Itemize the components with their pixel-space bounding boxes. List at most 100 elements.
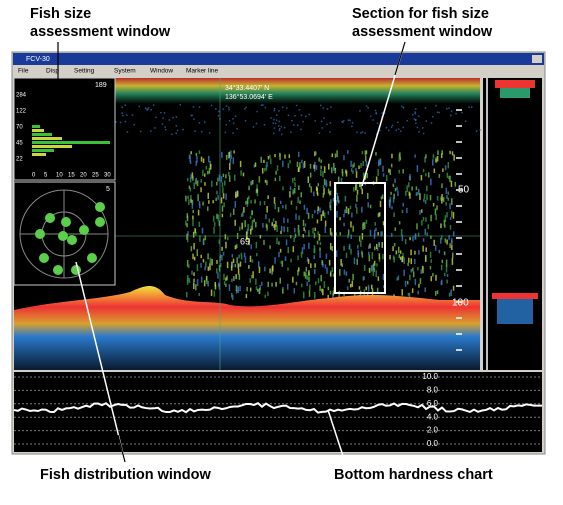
fish-echo	[245, 231, 248, 238]
fish-echo	[219, 254, 222, 258]
fish-echo	[192, 175, 194, 181]
fish-echo	[427, 224, 430, 230]
fish-echo	[222, 193, 225, 199]
fish-echo	[202, 169, 204, 177]
fish-echo	[239, 285, 241, 292]
section-window[interactable]	[334, 182, 386, 294]
fish-echo	[324, 220, 327, 227]
menu-item[interactable]: File	[18, 68, 29, 75]
x-label: 20	[80, 173, 87, 179]
fish-echo	[265, 223, 268, 228]
a-scope-echo	[497, 299, 533, 324]
fish-echo	[327, 211, 330, 215]
noise	[351, 121, 354, 124]
noise	[295, 104, 298, 107]
fish-echo	[436, 195, 439, 201]
fish-echo	[393, 256, 395, 263]
noise	[347, 119, 350, 121]
fish-echo	[226, 275, 228, 281]
noise	[318, 132, 321, 134]
menu-item[interactable]: Disp	[46, 68, 59, 75]
fish-echo	[423, 193, 426, 200]
fish-echo	[234, 264, 237, 268]
fish-echo	[213, 221, 216, 227]
hardness-chart	[14, 372, 542, 452]
fish-echo	[443, 251, 446, 256]
menu-item[interactable]: Setting	[74, 68, 95, 75]
fish-echo	[200, 254, 202, 259]
fish-echo	[376, 287, 379, 294]
fish-echo	[406, 185, 408, 193]
fish-echo	[451, 210, 453, 217]
fish-echo	[350, 160, 352, 167]
fish-echo	[312, 227, 314, 234]
fish-echo	[232, 157, 235, 165]
a-scope-echo	[492, 293, 538, 299]
noise	[351, 125, 353, 128]
fish-size-window[interactable]	[13, 77, 116, 181]
fish-echo	[308, 230, 310, 237]
fish-echo	[294, 227, 296, 233]
fish-echo	[313, 164, 315, 169]
fish-echo	[438, 249, 441, 254]
noise	[365, 105, 368, 107]
fish-echo	[347, 234, 349, 239]
noise	[193, 118, 195, 120]
fish-echo	[445, 202, 447, 206]
fish-echo	[358, 165, 360, 170]
fish-echo	[264, 294, 267, 298]
fish-echo	[352, 273, 354, 281]
noise	[150, 130, 152, 132]
noise	[343, 119, 345, 122]
depth-label: 50	[458, 185, 470, 196]
noise	[121, 112, 124, 114]
noise	[225, 105, 228, 107]
fish-echo	[296, 161, 299, 168]
noise	[222, 108, 224, 110]
fish-echo	[360, 182, 362, 190]
noise	[232, 122, 235, 125]
fish-echo	[442, 197, 445, 202]
seabed-echo	[14, 286, 480, 370]
fish-echo	[331, 267, 334, 273]
menu-item[interactable]: Window	[150, 68, 173, 75]
menu-item[interactable]: Marker line	[186, 68, 219, 75]
hardness-label: 6.0	[427, 399, 439, 408]
noise	[234, 115, 237, 118]
fish-echo	[297, 255, 299, 261]
close-button[interactable]	[532, 55, 542, 63]
fish-echo	[331, 167, 333, 174]
noise	[285, 107, 288, 109]
fish-echo	[307, 212, 310, 219]
fish-echo	[332, 197, 335, 202]
noise	[264, 106, 267, 109]
fish-echo	[353, 257, 356, 265]
fish-echo	[191, 201, 194, 209]
noise	[122, 114, 124, 117]
fish-echo	[302, 162, 305, 169]
fish-echo	[383, 285, 385, 289]
fish-echo	[260, 156, 262, 163]
menu-item[interactable]: System	[114, 68, 136, 75]
fish-echo	[430, 259, 432, 263]
fish-echo	[221, 213, 224, 218]
fish-echo	[441, 197, 443, 204]
noise	[329, 122, 332, 124]
noise	[225, 124, 227, 126]
fish-echo	[219, 263, 222, 267]
fish-echo	[420, 175, 423, 181]
fish-echo	[319, 285, 321, 292]
hardness-line	[13, 402, 543, 414]
fish-echo	[341, 168, 344, 174]
fish-echo	[217, 214, 220, 222]
fish-echo	[277, 207, 280, 213]
fish-echo	[346, 286, 349, 290]
fish-echo	[377, 159, 380, 167]
fish-echo	[280, 230, 282, 235]
fish-echo	[238, 274, 241, 280]
noise	[361, 131, 364, 133]
fish-echo	[211, 258, 213, 266]
fish-echo	[451, 238, 453, 244]
noise	[322, 107, 324, 109]
fish-echo	[298, 185, 300, 190]
